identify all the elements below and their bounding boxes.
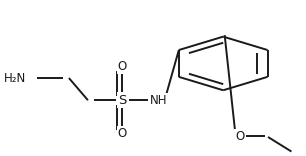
- Text: O: O: [236, 130, 245, 143]
- Text: O: O: [118, 127, 127, 140]
- Text: O: O: [118, 60, 127, 73]
- Text: NH: NH: [149, 94, 167, 107]
- Text: H₂N: H₂N: [4, 71, 26, 85]
- Text: S: S: [118, 94, 127, 107]
